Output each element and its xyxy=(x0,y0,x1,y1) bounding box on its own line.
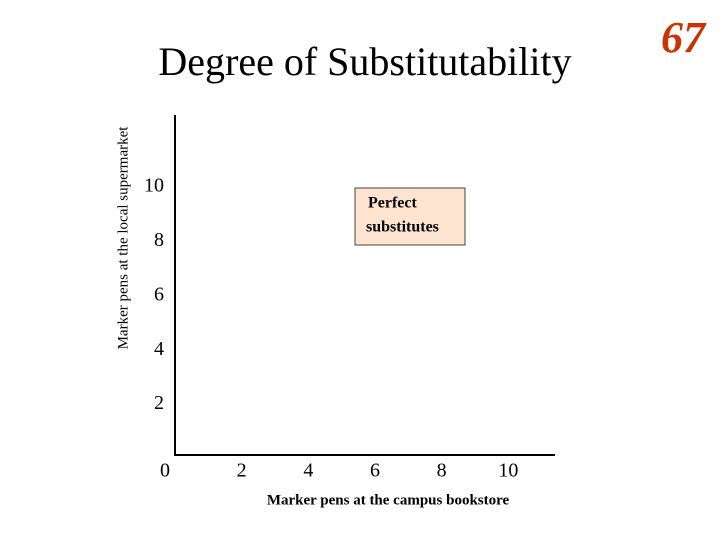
y-axis-label: Marker pens at the local supermarket xyxy=(115,126,131,350)
x-tick-label: 0 xyxy=(160,460,170,482)
x-tick-label: 8 xyxy=(437,460,447,482)
y-tick-label: 6 xyxy=(154,283,164,305)
annotation-line: substitutes xyxy=(366,219,439,236)
x-tick-label: 4 xyxy=(303,460,313,482)
chart-title: Degree of Substitutability xyxy=(158,39,571,84)
y-tick-label: 8 xyxy=(154,229,164,251)
annotation-line: Perfect xyxy=(368,195,418,212)
x-tick-label: 6 xyxy=(370,460,380,482)
x-tick-label: 10 xyxy=(498,460,518,482)
x-tick-label: 2 xyxy=(237,460,247,482)
x-axis-label: Marker pens at the campus bookstore xyxy=(267,492,510,508)
y-tick-label: 10 xyxy=(144,175,164,197)
annotation-box xyxy=(354,187,466,246)
slide-number: 67 xyxy=(661,13,707,62)
y-tick-label: 4 xyxy=(154,338,164,360)
y-tick-label: 2 xyxy=(154,392,164,414)
